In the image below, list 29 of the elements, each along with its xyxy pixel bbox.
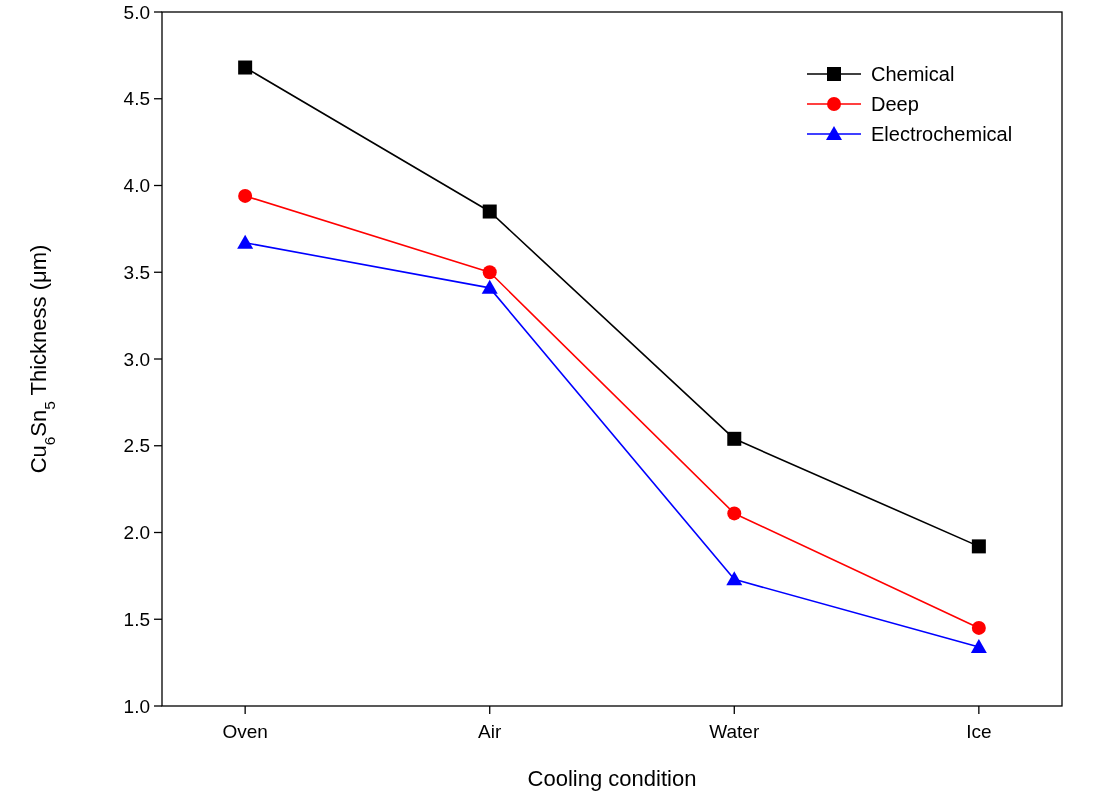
x-tick-label: Oven <box>222 721 268 742</box>
y-tick-label: 4.5 <box>123 88 150 110</box>
x-axis-title: Cooling condition <box>527 766 697 791</box>
legend-label: Electrochemical <box>871 123 1013 145</box>
y-tick-label: 3.0 <box>123 348 150 370</box>
point <box>238 60 253 75</box>
point <box>727 431 742 446</box>
point <box>970 639 987 654</box>
point <box>482 265 497 280</box>
y-tick-label: 2.5 <box>123 435 150 457</box>
x-tick-label: Air <box>478 721 502 742</box>
y-tick-label: 5.0 <box>123 1 150 23</box>
point <box>238 188 253 203</box>
point <box>482 204 497 219</box>
point <box>726 571 743 586</box>
point <box>727 506 742 521</box>
x-tick-label: Water <box>709 721 760 742</box>
point <box>971 620 986 635</box>
point <box>971 539 986 554</box>
legend-label: Deep <box>871 93 919 115</box>
point <box>481 279 498 294</box>
point <box>237 234 254 249</box>
y-tick-label: 4.0 <box>123 175 150 197</box>
y-tick-label: 3.5 <box>123 261 150 283</box>
legend-label: Chemical <box>871 63 955 85</box>
y-tick-label: 2.0 <box>123 522 150 544</box>
y-tick-label: 1.0 <box>123 695 150 717</box>
x-tick-label: Ice <box>966 721 992 742</box>
y-tick-label: 1.5 <box>123 608 150 630</box>
